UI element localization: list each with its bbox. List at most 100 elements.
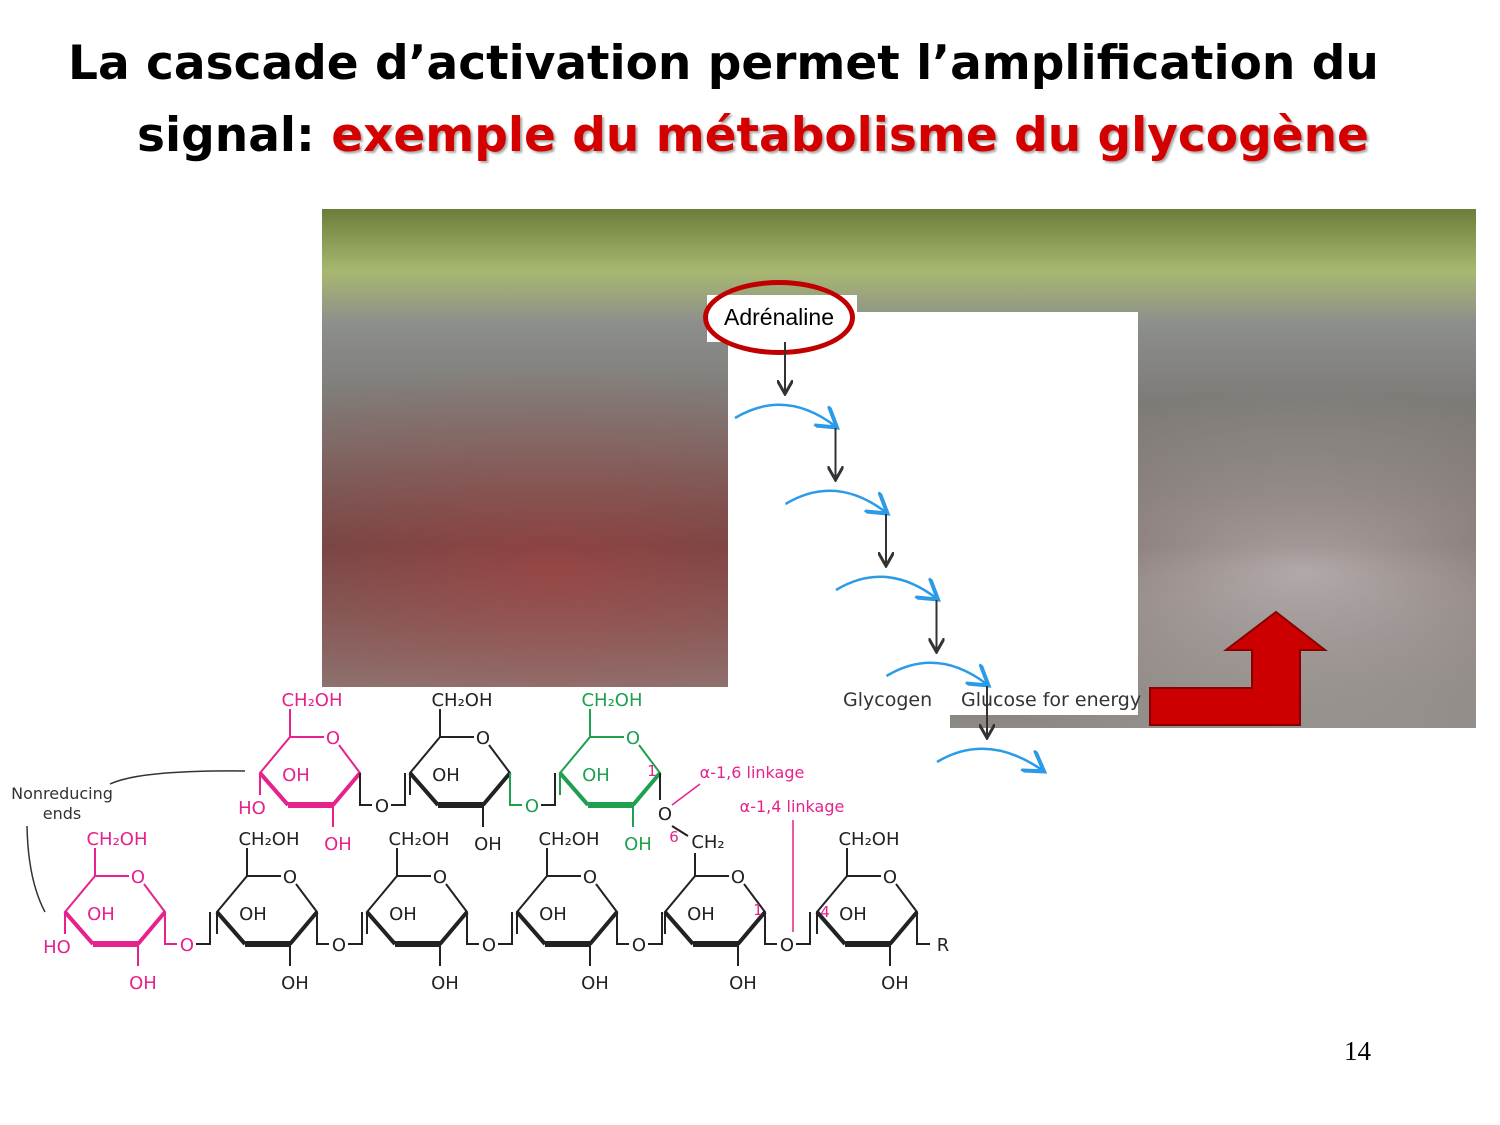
glycosidic-bond <box>764 912 777 945</box>
ring-wedge <box>365 910 469 946</box>
oh-label: OH <box>432 765 460 786</box>
page-number: 14 <box>1344 1036 1371 1066</box>
oh-label: OH <box>474 834 502 855</box>
oh-label: OH <box>839 904 867 925</box>
ring-wedge <box>663 910 767 946</box>
ch2oh-label: CH₂OH <box>238 829 299 850</box>
ring-oxygen: O <box>131 867 145 888</box>
ring-wedge <box>815 910 919 946</box>
position-1-label: 1 <box>753 901 763 919</box>
glycosidic-bond <box>616 912 629 945</box>
branch-oxygen: O <box>658 804 672 825</box>
oh-label: OH <box>129 973 157 994</box>
oh-label: OH <box>581 973 609 994</box>
ch2oh-label: CH₂OH <box>538 829 599 850</box>
glycosidic-bond <box>196 912 211 945</box>
glycosidic-oxygen: O <box>332 935 346 956</box>
sugar-ring <box>558 736 662 806</box>
curved-arrow-icon <box>734 403 835 426</box>
ho-label: HO <box>43 937 71 958</box>
curved-arrow-icon <box>936 747 1042 770</box>
curved-arrow-icon <box>885 661 987 684</box>
glycosidic-bond <box>541 773 556 806</box>
glycosidic-bond <box>359 773 372 806</box>
ring-wedge <box>63 910 167 946</box>
nonreducing-pointer <box>26 825 46 913</box>
ring-oxygen: O <box>883 867 897 888</box>
oh-label: OH <box>324 834 352 855</box>
ring-oxygen: O <box>476 728 490 749</box>
red-arrow-shape <box>1149 610 1328 726</box>
glycosidic-oxygen: O <box>482 935 496 956</box>
sugar-ring <box>63 875 167 945</box>
sugar-ring <box>408 736 512 806</box>
alpha-1-6-linkage-label: α-1,6 linkage <box>700 763 805 782</box>
glycosidic-oxygen: O <box>180 935 194 956</box>
oh-label: OH <box>582 765 610 786</box>
ch2oh-label: CH₂OH <box>388 829 449 850</box>
bond <box>671 825 689 837</box>
glycosidic-bond <box>509 773 522 806</box>
photo-mask <box>322 687 950 728</box>
sugar-ring <box>215 875 319 945</box>
ring-oxygen: O <box>626 728 640 749</box>
nonreducing-ends-label: Nonreducing <box>11 784 113 803</box>
glycogen-label: Glycogen <box>843 689 933 711</box>
curved-arrow-icon <box>784 489 886 512</box>
ring-wedge <box>215 910 319 946</box>
ring-oxygen: O <box>433 867 447 888</box>
ring-wedge <box>558 771 662 807</box>
oh-label: OH <box>282 765 310 786</box>
glycosidic-bond <box>648 912 663 945</box>
oh-label: OH <box>281 973 309 994</box>
nonreducing-pointer <box>109 770 246 785</box>
glycosidic-bond <box>164 912 177 945</box>
r-group-label: R <box>937 935 950 956</box>
glycosidic-bond <box>316 912 329 945</box>
glycosidic-oxygen: O <box>780 935 794 956</box>
oh-label: OH <box>539 904 567 925</box>
oh-label: OH <box>687 904 715 925</box>
oh-label: OH <box>389 904 417 925</box>
ring-wedge <box>258 771 362 807</box>
glucose-label: Glucose for energy <box>961 689 1142 711</box>
glycosidic-oxygen: O <box>525 796 539 817</box>
glycosidic-oxygen: O <box>632 935 646 956</box>
glycosidic-bond <box>391 773 406 806</box>
bond <box>916 912 930 945</box>
nonreducing-ends-label: ends <box>43 804 81 823</box>
glycosidic-bond <box>466 912 479 945</box>
sugar-ring <box>365 875 469 945</box>
glycosidic-bond <box>796 912 811 945</box>
oh-label: OH <box>87 904 115 925</box>
adrenaline-circled-label: Adrénaline <box>703 280 855 355</box>
alpha-1-6-pointer <box>671 783 701 806</box>
ring-oxygen: O <box>731 867 745 888</box>
oh-label: OH <box>729 973 757 994</box>
ch2oh-label: CH₂OH <box>838 829 899 850</box>
sugar-ring <box>663 875 767 945</box>
slide-title-line1: La cascade d’activation permet l’amplifi… <box>68 36 1379 91</box>
sugar-ring <box>515 875 619 945</box>
ring-oxygen: O <box>326 728 340 749</box>
oh-label: OH <box>431 973 459 994</box>
glycosidic-oxygen: O <box>375 796 389 817</box>
ch2oh-label: CH₂OH <box>581 690 642 711</box>
position-4-label: 4 <box>820 903 830 921</box>
oh-label: OH <box>624 834 652 855</box>
ch2-label: CH₂ <box>691 832 724 853</box>
oh-label: OH <box>239 904 267 925</box>
title-prefix: signal: <box>137 108 332 163</box>
position-6-label: 6 <box>669 828 679 846</box>
ch2oh-label: CH₂OH <box>281 690 342 711</box>
alpha-1-4-linkage-label: α-1,4 linkage <box>740 797 845 816</box>
curved-arrow-icon <box>835 575 936 598</box>
oh-label: OH <box>881 973 909 994</box>
position-1-label: 1 <box>647 762 657 780</box>
sugar-ring <box>258 736 362 806</box>
ring-wedge <box>515 910 619 946</box>
